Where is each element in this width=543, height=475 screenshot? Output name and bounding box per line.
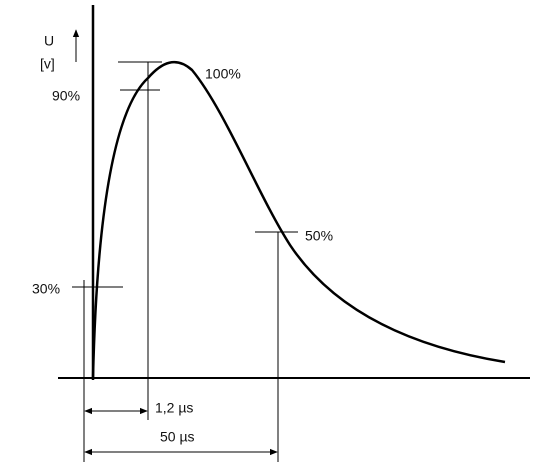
label-30: 30% xyxy=(32,281,60,297)
u-unit: [v] xyxy=(40,56,55,72)
impulse-curve xyxy=(91,60,506,379)
label-100: 100% xyxy=(205,66,241,82)
label-50: 50% xyxy=(305,228,333,244)
front-time: 1,2 µs xyxy=(155,400,193,416)
u-symbol: U xyxy=(44,33,54,49)
label-90: 90% xyxy=(52,88,80,104)
tail-time: 50 µs xyxy=(160,429,195,445)
